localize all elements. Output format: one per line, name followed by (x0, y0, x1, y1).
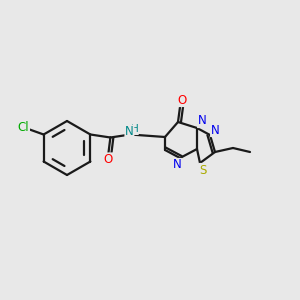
Text: N: N (172, 158, 182, 172)
Text: N: N (125, 125, 134, 138)
Text: O: O (177, 94, 187, 106)
Text: S: S (199, 164, 207, 176)
Text: O: O (104, 153, 113, 166)
Text: N: N (198, 115, 206, 128)
Text: N: N (211, 124, 219, 136)
Text: H: H (130, 124, 138, 134)
Text: Cl: Cl (18, 121, 29, 134)
